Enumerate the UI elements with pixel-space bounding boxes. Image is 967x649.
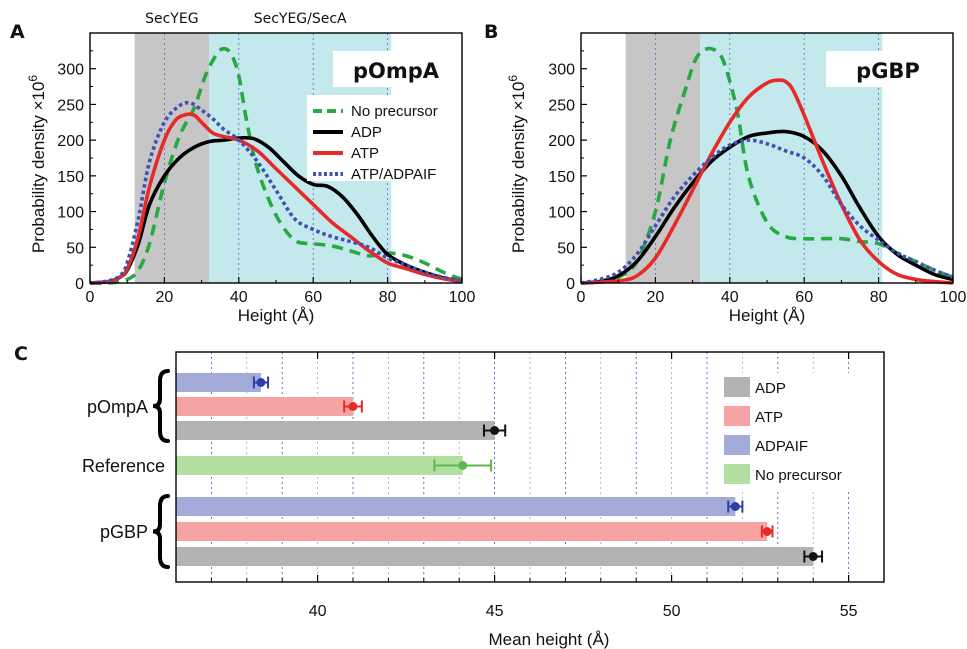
panel-b-density-chart: 0 20 40 60 80 100 0 50 100 150 200 250 300 Height (Å)… <box>484 21 966 325</box>
y-tick-label-150: 150 <box>548 169 575 186</box>
y-axis-title: Probability density ×106 <box>26 75 48 254</box>
panel-title: pGBP <box>856 59 920 83</box>
panel-a-density-chart: 0 20 40 60 80 100 0 50 100 150 200 250 300 Height (Å)… <box>10 11 475 325</box>
group-label-pompa: pOmpA <box>87 397 148 417</box>
x-tick-label-60: 60 <box>304 289 322 306</box>
legend-label-adp: ADP <box>351 124 382 141</box>
y-tick-label-150: 150 <box>57 169 84 186</box>
legend-swatch-adpaif <box>724 435 750 455</box>
panel-letter: A <box>10 21 25 43</box>
y-tick-label-300: 300 <box>548 62 575 79</box>
x-axis-title: Mean height (Å) <box>489 630 610 649</box>
x-tick-label-100: 100 <box>449 289 476 306</box>
legend-label-no-precursor: No precursor <box>755 467 842 484</box>
series-line-atp-adpaif <box>89 100 463 285</box>
x-axis-title: Height (Å) <box>238 306 315 325</box>
region-0 <box>625 33 701 283</box>
x-axis-title: Height (Å) <box>729 306 806 325</box>
y-tick-label-200: 200 <box>548 133 575 150</box>
bar-pompa-atp <box>176 397 353 416</box>
y-tick-label-250: 250 <box>57 97 84 114</box>
series-line-atp-adpaif <box>580 138 954 285</box>
bar-pgbp-adpaif <box>176 497 736 516</box>
legend-label-adp: ADP <box>755 380 786 397</box>
x-tick-label-0: 0 <box>577 289 586 306</box>
mean-point-pgbp-adp <box>808 552 818 561</box>
y-tick-label-300: 300 <box>57 62 84 79</box>
y-tick-label-50: 50 <box>557 240 575 257</box>
y-tick-label-100: 100 <box>57 205 84 222</box>
bar-pgbp-adp <box>176 547 814 566</box>
y-axis-title-main: Probability density ×10 <box>509 82 528 254</box>
y-tick-label-100: 100 <box>548 205 575 222</box>
y-tick-label-200: 200 <box>57 133 84 150</box>
region-label-secyeg: SecYEG <box>145 11 198 27</box>
y-axis-title-superscript: 6 <box>506 75 520 82</box>
y-tick-label-250: 250 <box>548 97 575 114</box>
legend-swatch-adp <box>724 377 750 397</box>
panel-title-box <box>826 51 950 87</box>
y-tick-label-50: 50 <box>66 240 84 257</box>
mean-point-pompa-adpaif <box>256 378 266 387</box>
mean-point-pgbp-adpaif <box>730 502 740 511</box>
series-line-atp <box>580 78 954 285</box>
x-tick-label-40: 40 <box>721 289 739 306</box>
brace-pgbp <box>152 494 170 569</box>
x-tick-label-60: 60 <box>795 289 813 306</box>
x-tick-label-40: 40 <box>230 289 248 306</box>
legend-label-adpaif: ADPAIF <box>755 438 808 455</box>
y-axis-title: Probability density ×106 <box>506 75 528 254</box>
legend-label-atp: ATP <box>351 145 379 162</box>
bar-reference-no-precursor <box>176 456 463 475</box>
bar-pompa-adpaif <box>176 373 261 392</box>
series-line-no-precursor <box>580 46 954 285</box>
x-tick-label-0: 0 <box>86 289 95 306</box>
x-tick-label-80: 80 <box>870 289 888 306</box>
legend-label-no-precursor: No precursor <box>351 103 438 120</box>
legend-swatch-atp <box>724 406 750 426</box>
panel-title-box <box>333 51 459 87</box>
x-tick-label-100: 100 <box>940 289 967 306</box>
legend-swatch-no-precursor <box>724 464 750 484</box>
x-tick-label-55: 55 <box>840 603 858 620</box>
y-tick-label-0: 0 <box>566 276 575 293</box>
y-axis-title-superscript: 6 <box>26 75 40 82</box>
y-tick-label-0: 0 <box>75 276 84 293</box>
x-tick-label-20: 20 <box>156 289 174 306</box>
mean-point-reference-no-precursor <box>458 461 468 470</box>
legend-label-atp-adpaif: ATP/ADPAIF <box>351 166 436 183</box>
group-label-pgbp: pGBP <box>100 522 148 542</box>
series-line-atp <box>89 112 463 285</box>
x-tick-label-45: 45 <box>486 603 504 620</box>
legend-label-atp: ATP <box>755 409 783 426</box>
bar-pgbp-atp <box>176 522 768 541</box>
mean-point-pompa-atp <box>348 402 358 411</box>
x-tick-label-80: 80 <box>379 289 397 306</box>
panel-letter: B <box>484 21 498 43</box>
brace-pompa <box>152 369 170 443</box>
x-tick-label-40: 40 <box>309 603 327 620</box>
mean-point-pgbp-atp <box>762 527 772 536</box>
group-label-reference: Reference <box>82 456 165 476</box>
series-line-adp <box>89 135 463 285</box>
bar-pompa-adp <box>176 421 495 440</box>
mean-point-pompa-adp <box>490 426 500 435</box>
x-tick-label-20: 20 <box>647 289 665 306</box>
panel-letter: C <box>14 343 28 365</box>
x-tick-label-50: 50 <box>663 603 681 620</box>
panel-title: pOmpA <box>353 59 440 83</box>
panel-c-mean-height-chart: 40 45 50 55 Mean height (Å) pOmpA Reference pGB… <box>14 343 885 649</box>
region-label-secyeg-seca: SecYEG/SecA <box>254 11 347 27</box>
y-axis-title-main: Probability density ×10 <box>29 82 48 254</box>
